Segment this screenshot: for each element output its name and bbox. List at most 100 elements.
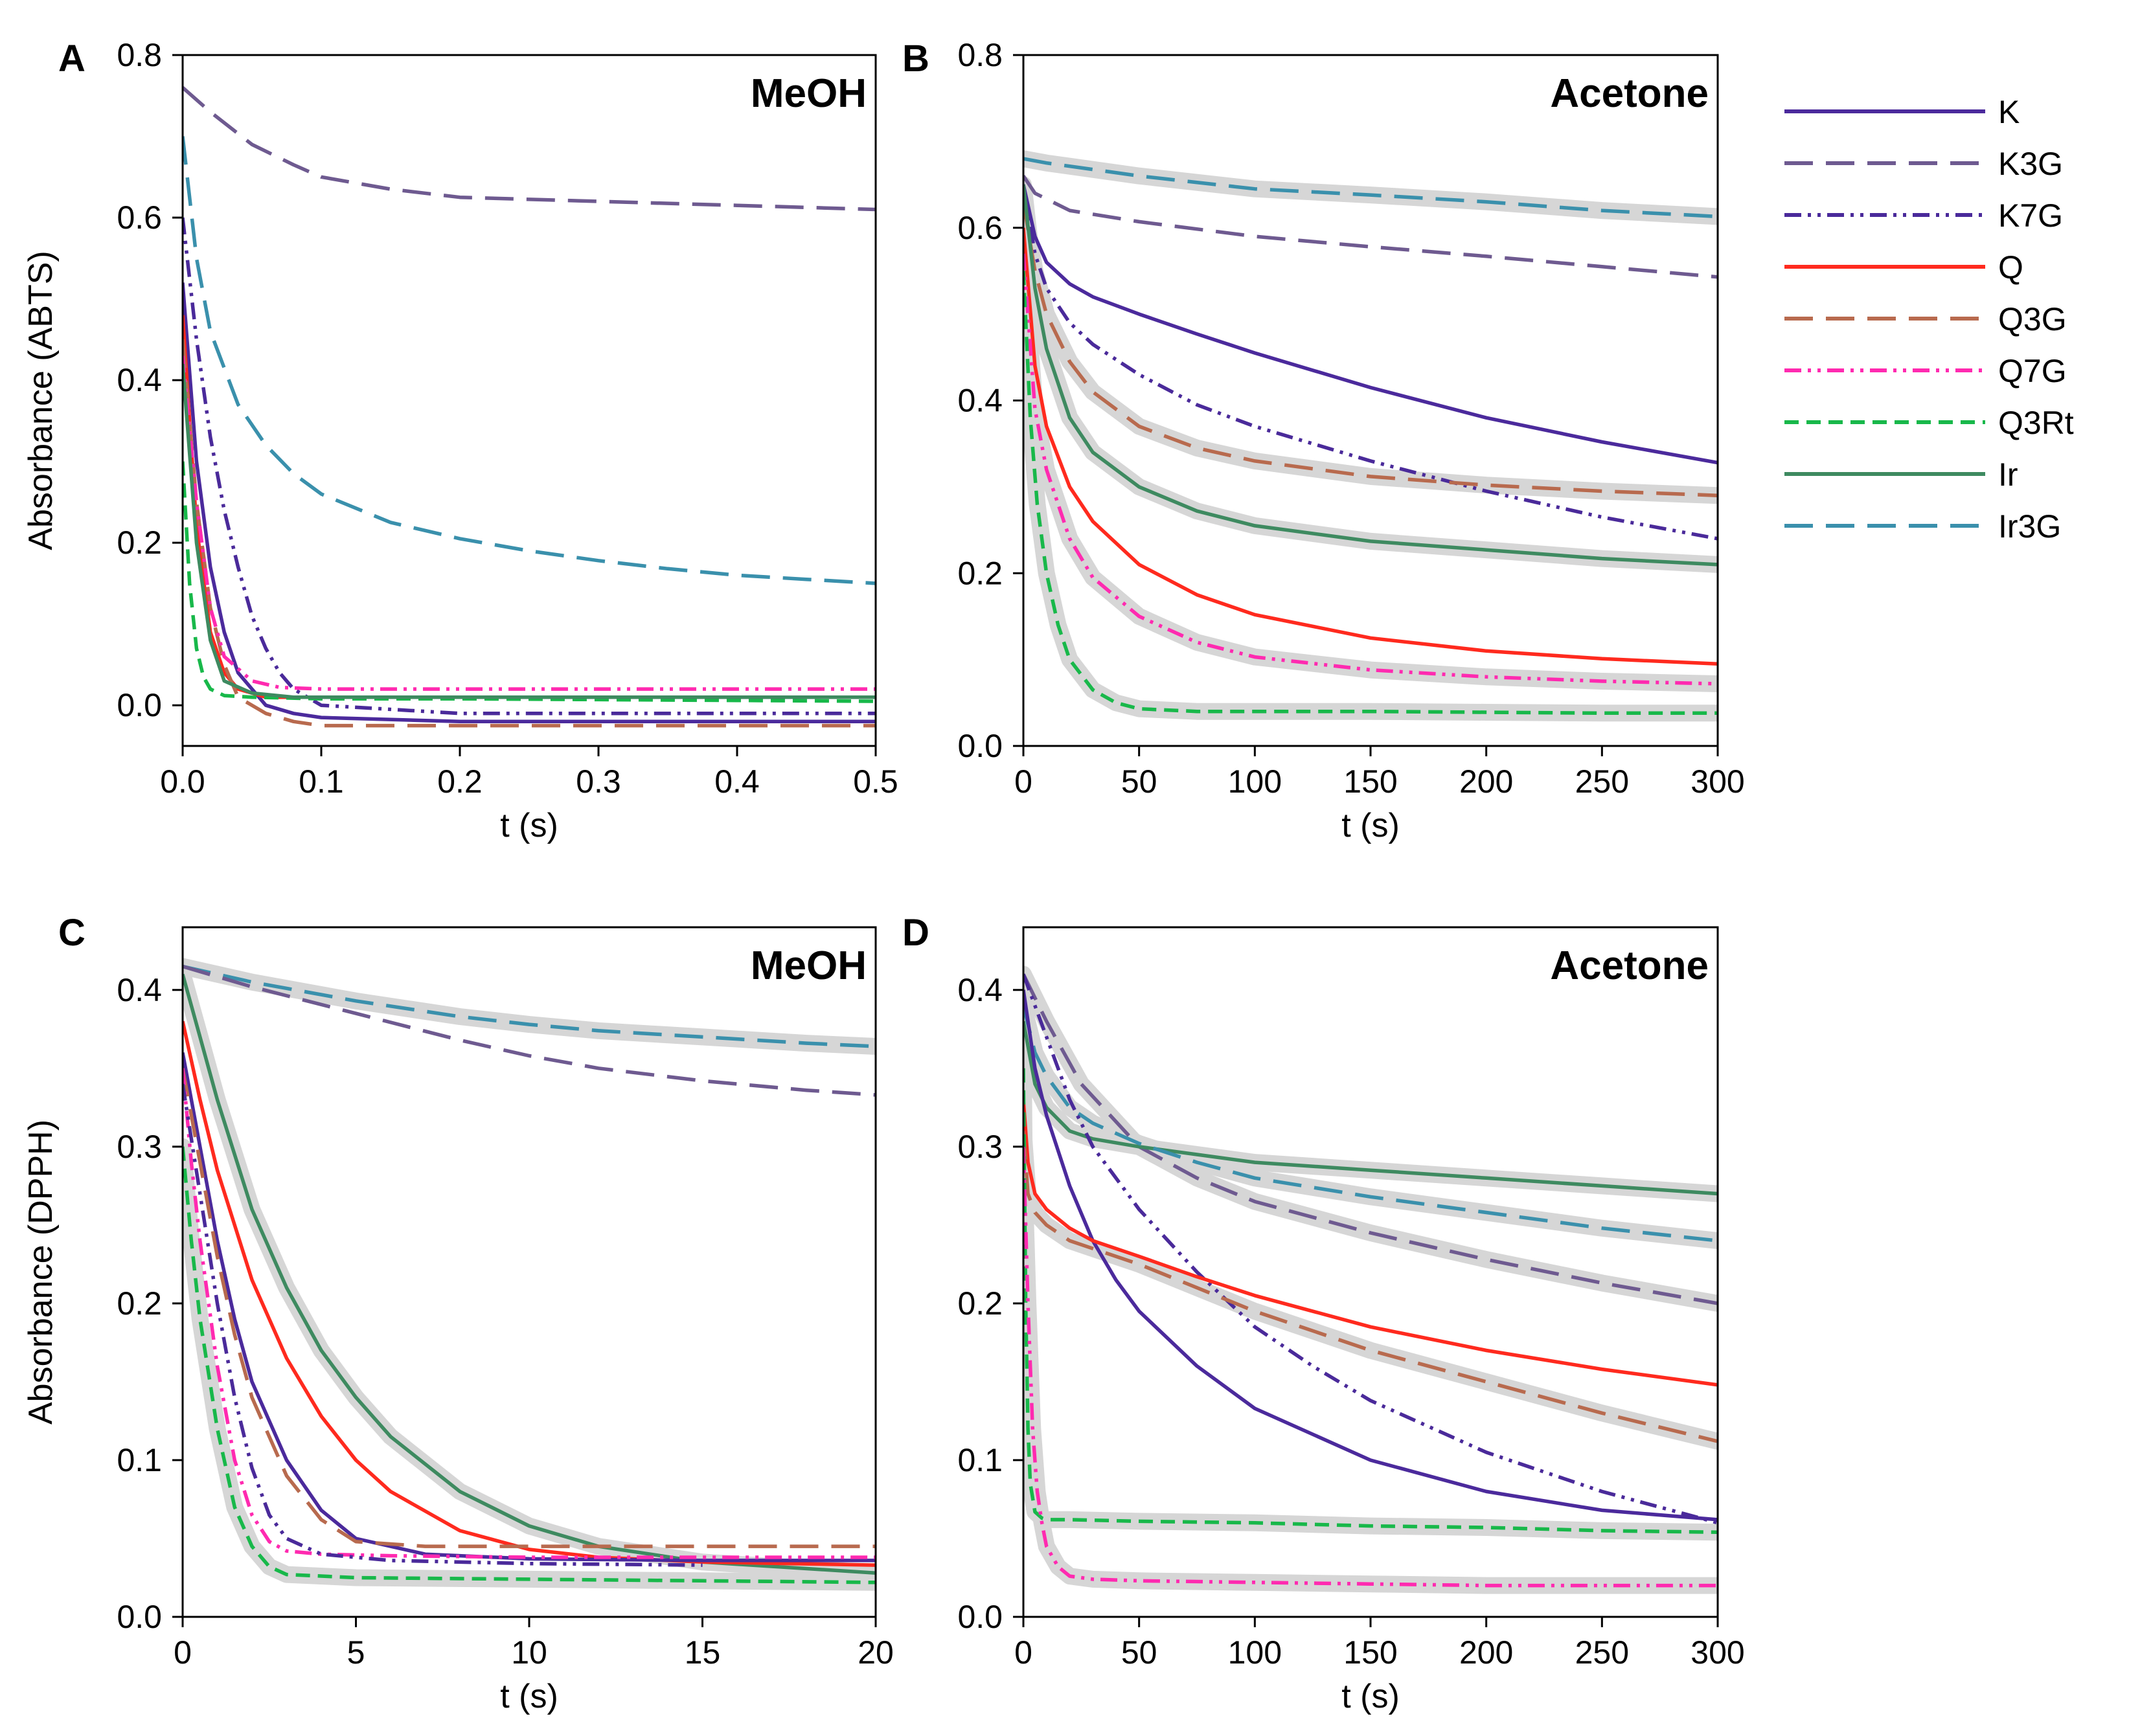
- series-line-q: [183, 315, 876, 699]
- series-line-k7g: [1023, 184, 1718, 541]
- series-line-q: [1023, 227, 1718, 666]
- series-line-k3g: [183, 86, 876, 212]
- y-tick-label: 0.4: [957, 972, 1003, 1008]
- series-line-k7g: [183, 1083, 703, 1567]
- series-line-q3rt: [183, 1146, 876, 1584]
- solvent-label: MeOH: [751, 943, 867, 988]
- series-line-q3rt: [183, 461, 876, 703]
- plot-area-d: [1023, 965, 1718, 1594]
- y-tick-label: 0.2: [957, 555, 1003, 591]
- series-line-q7g: [1023, 253, 1718, 686]
- x-tick-label: 200: [1459, 1634, 1513, 1671]
- y-tick-label: 0.2: [957, 1285, 1003, 1322]
- series-line-k3g: [1023, 175, 1718, 279]
- legend-label-ir3g: Ir3G: [1998, 508, 2061, 545]
- series-line-k3g: [183, 964, 876, 1097]
- series-line-q3g: [1023, 201, 1718, 497]
- series-line-ir3g: [183, 964, 876, 1048]
- panel-c: 0 5 10 15 20 0.0 0.1 0.2 0.3 0.4 t (s) Absorbance (…: [22, 912, 894, 1715]
- y-tick-label: 0.0: [957, 1599, 1003, 1635]
- solvent-label: Acetone: [1550, 71, 1709, 116]
- x-tick-label: 15: [685, 1634, 721, 1671]
- y-tick-label: 0.0: [957, 728, 1003, 764]
- legend-label-k: K: [1998, 94, 2020, 130]
- series-line-k7g: [183, 217, 876, 716]
- y-tick-label: 0.6: [957, 210, 1003, 246]
- series-band-ir: [1023, 176, 1718, 573]
- y-tick-label: 0.3: [117, 1129, 162, 1165]
- y-tick-label: 0.3: [957, 1129, 1003, 1165]
- panel-a: 0.0 0.1 0.2 0.3 0.4 0.5 0.0 0.2 0.4 0.6 0.8 t (s) Ab…: [22, 37, 898, 844]
- series-line-ir3g: [183, 136, 876, 585]
- x-tick-label: 300: [1691, 763, 1744, 800]
- panel-letter: C: [58, 912, 85, 954]
- x-tick-label: 0: [1014, 763, 1032, 800]
- plot-area-b: [1023, 150, 1718, 722]
- x-tick-label: 100: [1228, 1634, 1282, 1671]
- series-line-ir: [183, 363, 876, 699]
- x-tick-label: 250: [1575, 1634, 1629, 1671]
- x-tick-label: 10: [511, 1634, 547, 1671]
- series-line-q7g: [1023, 1146, 1718, 1588]
- y-tick-label: 0.2: [117, 524, 162, 561]
- series-line-q3rt: [1023, 1068, 1718, 1535]
- series-line-q7g: [183, 1068, 876, 1559]
- y-tick-label: 0.8: [957, 37, 1003, 73]
- series-band-q3rt: [1023, 262, 1718, 722]
- series-line-q: [1023, 1099, 1718, 1387]
- panel-letter: B: [902, 38, 929, 80]
- series-line-q3g: [1023, 1131, 1718, 1443]
- series-band-ir: [1023, 1013, 1718, 1202]
- x-tick-label: 200: [1459, 763, 1513, 800]
- y-tick-label: 0.1: [957, 1442, 1003, 1478]
- x-axis-title: t (s): [500, 1678, 558, 1715]
- x-tick-label: 150: [1343, 1634, 1397, 1671]
- x-tick-label: 50: [1121, 763, 1157, 800]
- x-tick-label: 300: [1691, 1634, 1744, 1671]
- plot-area-c: [183, 958, 876, 1591]
- x-tick-label: 5: [347, 1634, 365, 1671]
- panel-d: 0 50 100 150 200 250 300 0.0 0.1 0.2 0.3 0.4 t (s) D A…: [902, 912, 1745, 1715]
- x-tick-label: 20: [858, 1634, 894, 1671]
- legend-label-q7g: Q7G: [1998, 353, 2067, 389]
- x-tick-label: 0: [1014, 1634, 1032, 1671]
- y-tick-label: 0.8: [117, 37, 162, 73]
- x-tick-label: 0.5: [853, 763, 898, 800]
- x-tick-label: 0.2: [437, 763, 483, 800]
- y-tick-label: 0.4: [957, 383, 1003, 419]
- y-tick-label: 0.0: [117, 687, 162, 723]
- y-tick-label: 0.4: [117, 972, 162, 1008]
- y-axis-title: Absorbance (ABTS): [22, 251, 60, 550]
- x-tick-label: 0.4: [714, 763, 760, 800]
- series-band-ir3g: [1023, 150, 1718, 225]
- x-tick-label: 0.3: [576, 763, 621, 800]
- legend-label-ir: Ir: [1998, 457, 2018, 493]
- series-line-k3g: [1023, 973, 1718, 1305]
- series-band-q3g: [1023, 193, 1718, 504]
- x-axis-title: t (s): [1341, 1678, 1400, 1715]
- legend: K K3G K7G Q Q3G Q7G Q3Rt Ir Ir3G: [1784, 94, 2074, 545]
- panel-letter: A: [58, 38, 85, 80]
- x-axis-title: t (s): [500, 807, 558, 844]
- panel-letter: D: [902, 912, 929, 954]
- series-line-q7g: [183, 355, 876, 691]
- legend-label-k3g: K3G: [1998, 146, 2063, 182]
- y-tick-label: 0.6: [117, 199, 162, 236]
- plot-frame: [1022, 54, 1719, 747]
- legend-label-q3g: Q3G: [1998, 301, 2067, 337]
- plot-area-a: [183, 86, 876, 728]
- y-axis-title: Absorbance (DPPH): [22, 1120, 60, 1425]
- series-line-k: [183, 282, 876, 724]
- solvent-label: MeOH: [751, 71, 867, 116]
- series-line-k: [183, 1052, 876, 1562]
- series-line-ir3g: [1023, 1005, 1718, 1243]
- y-tick-label: 0.2: [117, 1285, 162, 1322]
- plot-frame: [181, 54, 877, 747]
- series-line-k7g: [1023, 973, 1718, 1525]
- legend-label-k7g: K7G: [1998, 197, 2063, 234]
- series-line-k: [1023, 989, 1718, 1522]
- series-band-ir: [183, 965, 876, 1582]
- y-tick-label: 0.4: [117, 362, 162, 398]
- x-tick-label: 0.0: [160, 763, 205, 800]
